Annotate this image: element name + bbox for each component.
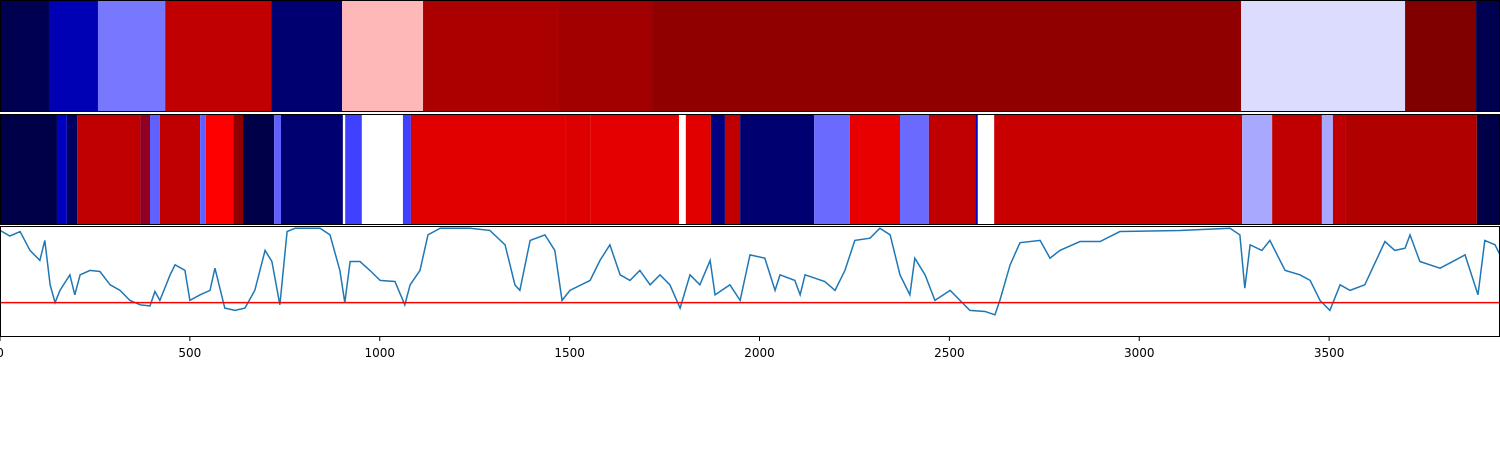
strip-segment (0, 0, 49, 112)
strip-segment (1242, 114, 1273, 225)
strip-segment (1345, 114, 1477, 225)
strip-segment (849, 114, 900, 225)
strip-segment (66, 114, 78, 225)
strip-segment (342, 114, 346, 225)
x-tick-label: 500 (178, 346, 201, 360)
x-tick-label: 3500 (1314, 346, 1345, 360)
strip-segment (928, 114, 976, 225)
strip-segment (342, 0, 424, 112)
strip-segment (274, 114, 282, 225)
strip-segment (1272, 114, 1322, 225)
x-tick-label: 0 (0, 346, 4, 360)
strip-segment (685, 114, 711, 225)
strip-segment (271, 0, 343, 112)
strip-segment (281, 114, 343, 225)
strip-segment (678, 114, 686, 225)
strip-segment (140, 114, 150, 225)
strip-segment (1476, 0, 1500, 112)
strip-segment (165, 0, 272, 112)
strip-segment (233, 114, 244, 225)
strip-segment (740, 114, 815, 225)
strip-segment (900, 114, 929, 225)
x-tick-label: 2000 (744, 346, 775, 360)
strip-segment (150, 114, 160, 225)
x-tick-label: 1500 (554, 346, 585, 360)
strip-segment (975, 114, 978, 225)
strip-segment (77, 114, 141, 225)
strip-segment (0, 114, 57, 225)
strip-segment (994, 114, 1243, 225)
x-tick-label: 2500 (934, 346, 965, 360)
x-tick-label: 3000 (1124, 346, 1155, 360)
strip-segment (565, 114, 591, 225)
strip-segment (724, 114, 741, 225)
panel-frame (0, 226, 1500, 337)
strip-segment (1241, 0, 1406, 112)
strip-segment (977, 114, 995, 225)
strip-segment (1405, 0, 1477, 112)
strip-segment (590, 114, 679, 225)
strip-segment (1332, 114, 1346, 225)
strip-segment (200, 114, 206, 225)
strip-segment (814, 114, 850, 225)
strip-segment (410, 114, 566, 225)
strip-segment (652, 0, 1242, 112)
strip-segment (48, 0, 98, 112)
x-tick-label: 1000 (364, 346, 395, 360)
strip-segment (205, 114, 234, 225)
strip-segment (345, 114, 362, 225)
strip-segment (159, 114, 201, 225)
strip-segment (423, 0, 559, 112)
strip-segment (558, 0, 653, 112)
data-line (0, 227, 1500, 316)
strip-segment (243, 114, 275, 225)
strip-segment (1476, 114, 1500, 225)
strip-segment (97, 0, 166, 112)
strip-segment (1321, 114, 1333, 225)
strip-segment (402, 114, 411, 225)
strip-segment (361, 114, 403, 225)
strip-segment (710, 114, 725, 225)
strip-segment (56, 114, 67, 225)
